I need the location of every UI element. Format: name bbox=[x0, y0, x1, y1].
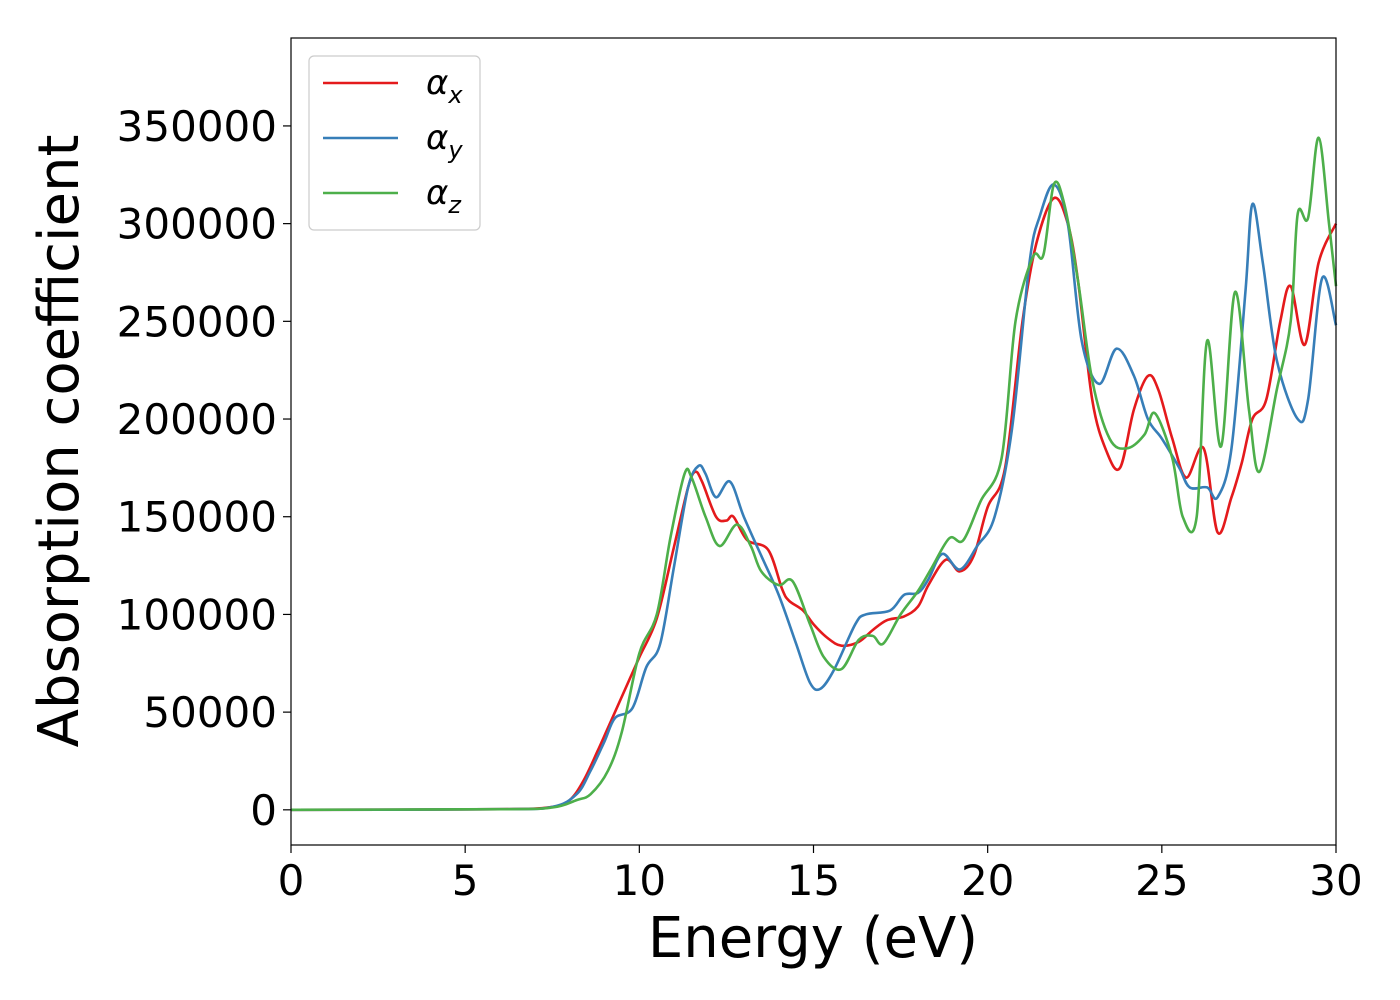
y-tick-label: 150000 bbox=[117, 493, 277, 542]
series-line-y bbox=[290, 183, 1338, 812]
x-axis-title: Energy (eV) bbox=[648, 906, 978, 971]
y-tick-label: 0 bbox=[250, 786, 277, 835]
y-tick-label: 250000 bbox=[117, 297, 277, 346]
x-axis: 0 5 10 15 20 25 30 bbox=[278, 845, 1363, 905]
y-tick-label: 200000 bbox=[117, 395, 277, 444]
y-tick-label: 300000 bbox=[117, 200, 277, 249]
x-tick-label: 25 bbox=[1135, 856, 1188, 905]
y-axis-title: Absorption coefficient bbox=[27, 135, 92, 748]
series-line-x bbox=[290, 196, 1338, 812]
y-tick-label: 350000 bbox=[117, 102, 277, 151]
x-tick-label: 30 bbox=[1309, 856, 1362, 905]
y-axis: 0 50000 100000 150000 200000 250000 300000 3500… bbox=[117, 102, 291, 835]
legend-label-y: αy bbox=[426, 118, 463, 164]
x-tick-label: 5 bbox=[452, 856, 479, 905]
legend-label-z: αz bbox=[426, 173, 462, 219]
legend-box bbox=[308, 55, 481, 231]
y-tick-label: 100000 bbox=[117, 590, 277, 639]
y-tick-label: 50000 bbox=[143, 688, 277, 737]
legend-label-x: αx bbox=[426, 63, 463, 109]
x-tick-label: 20 bbox=[961, 856, 1014, 905]
series-line-z bbox=[290, 136, 1338, 812]
series-layer bbox=[290, 136, 1338, 812]
x-tick-label: 10 bbox=[613, 856, 666, 905]
x-tick-label: 0 bbox=[278, 856, 305, 905]
legend: αx αy αz bbox=[308, 55, 481, 231]
x-tick-label: 15 bbox=[787, 856, 840, 905]
